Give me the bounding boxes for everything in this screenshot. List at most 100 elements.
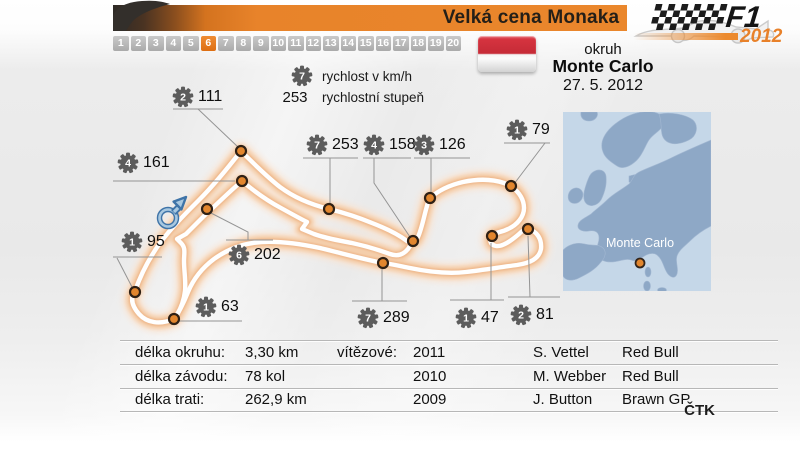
corner-leader-line: [527, 235, 531, 298]
race-round-2: 2: [130, 36, 146, 51]
corner-speed-value: 47: [481, 309, 499, 326]
corner-dot: [200, 202, 214, 216]
corner-dot: [406, 234, 420, 248]
race-round-17: 17: [393, 36, 409, 51]
corner-dot: [485, 229, 499, 243]
winner-year: 2011: [413, 344, 446, 361]
checkered-flag-icon: [651, 4, 728, 30]
header-swoosh: [113, 0, 170, 31]
winner-team: Brawn GP: [622, 391, 691, 408]
svg-text:4: 4: [125, 158, 131, 170]
legend-speed-label: rychlost v km/h: [322, 69, 413, 84]
race-round-strip: 1 2 3 4 5 6 7 8 9 10 11 12 13 14 15 16 17 18 19 20: [113, 36, 461, 51]
race-round-11: 11: [288, 36, 304, 51]
svg-text:2: 2: [180, 92, 186, 104]
europe-map: Monte Carlo: [563, 112, 711, 291]
svg-text:4: 4: [371, 140, 377, 152]
corner-leader-line: [208, 211, 249, 240]
winner-team: Red Bull: [622, 368, 679, 385]
svg-text:3: 3: [421, 140, 427, 152]
corner-marker-gear-4-speed-161: 4 161: [117, 152, 170, 174]
monaco-flag-icon: [478, 36, 536, 72]
race-round-20: 20: [445, 36, 461, 51]
gear-icon: 2: [172, 86, 194, 108]
corner-speed-value: 253: [332, 136, 359, 153]
svg-text:1: 1: [514, 125, 520, 137]
header-bar: [113, 5, 627, 31]
race-round-14: 14: [340, 36, 356, 51]
corner-marker-gear-1-speed-95: 1 95: [121, 231, 165, 253]
legend-gear-label: rychlostní stupeň: [322, 90, 425, 105]
winner-year: 2009: [413, 391, 447, 408]
gear-icon: 7: [291, 65, 313, 87]
map-city-marker: [634, 257, 646, 269]
race-round-3: 3: [148, 36, 164, 51]
svg-text:6: 6: [236, 250, 242, 262]
svg-text:7: 7: [299, 71, 305, 83]
corner-leader-line: [197, 108, 239, 148]
corner-dot: [234, 144, 248, 158]
corner-speed-value: 79: [532, 121, 550, 138]
table-divider: [120, 388, 778, 389]
gear-icon: 6: [228, 244, 250, 266]
map-city-label: Monte Carlo: [606, 236, 674, 250]
race-round-10: 10: [270, 36, 286, 51]
corner-speed-value: 289: [383, 309, 410, 326]
race-round-4: 4: [165, 36, 181, 51]
corner-leader-line: [513, 142, 546, 185]
svg-text:1: 1: [463, 313, 469, 325]
table-divider: [120, 364, 778, 365]
legend-gear-icon: 7: [291, 65, 313, 87]
corner-marker-gear-1-speed-79: 1 79: [506, 119, 550, 141]
corner-marker-gear-6-speed-202: 6 202: [228, 244, 281, 266]
stat-value: 3,30 km: [245, 344, 299, 361]
corner-speed-value: 63: [221, 298, 239, 315]
table-divider: [120, 340, 778, 341]
corner-leader-lines: [113, 108, 560, 322]
corner-speed-value: 158: [389, 136, 416, 153]
race-round-7: 7: [218, 36, 234, 51]
logo-orange-stripe: [634, 33, 738, 40]
gear-icon: 3: [413, 134, 435, 156]
winner-driver: J. Button: [533, 391, 593, 408]
gear-icon: 1: [455, 307, 477, 329]
race-round-12: 12: [305, 36, 321, 51]
gear-icon: 2: [510, 304, 532, 326]
race-round-16: 16: [375, 36, 391, 51]
svg-text:7: 7: [365, 313, 371, 325]
race-round-18: 18: [410, 36, 426, 51]
race-round-6: 6: [200, 36, 216, 51]
stat-value: 78 kol: [245, 368, 286, 385]
circuit-label: okruh: [584, 41, 622, 58]
credit-label: ČTK: [684, 402, 715, 419]
direction-arrow-icon: [156, 195, 188, 230]
winner-driver: S. Vettel: [533, 344, 589, 361]
corner-marker-gear-2-speed-111: 2 111: [172, 86, 222, 108]
corner-marker-gear-1-speed-63: 1 63: [195, 296, 239, 318]
race-round-13: 13: [323, 36, 339, 51]
corner-speed-value: 111: [198, 88, 223, 105]
winner-team: Red Bull: [622, 344, 679, 361]
race-date: 27. 5. 2012: [562, 77, 644, 94]
stat-value: 262,9 km: [245, 391, 307, 408]
stat-label: délka trati:: [135, 391, 205, 408]
corner-marker-gear-1-speed-47: 1 47: [455, 307, 499, 329]
race-round-9: 9: [253, 36, 269, 51]
corner-dots: [128, 144, 535, 326]
corner-dot: [376, 256, 390, 270]
svg-text:1: 1: [129, 237, 135, 249]
gear-icon: 7: [357, 307, 379, 329]
corner-speed-value: 95: [147, 233, 165, 250]
svg-text:7: 7: [314, 140, 320, 152]
corner-marker-gear-7-speed-253: 7 253: [306, 134, 359, 156]
race-round-5: 5: [183, 36, 199, 51]
winner-year: 2010: [413, 368, 447, 385]
stat-label: délka okruhu:: [135, 344, 226, 361]
race-round-1: 1: [113, 36, 129, 51]
race-round-15: 15: [358, 36, 374, 51]
corner-dot: [235, 174, 249, 188]
corner-dot: [423, 191, 437, 205]
gear-icon: 1: [195, 296, 217, 318]
corner-speed-value: 161: [143, 154, 170, 171]
